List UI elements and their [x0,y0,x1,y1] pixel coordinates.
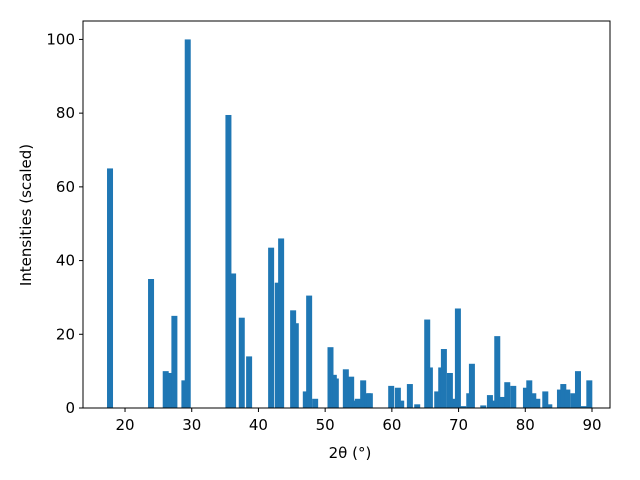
bar [486,395,493,408]
x-tick-label: 70 [449,416,468,434]
bar [406,384,413,408]
bar [306,295,313,408]
bar [162,371,169,408]
bar [107,168,114,408]
bar [556,389,563,408]
bar [366,393,373,408]
bar [238,317,245,408]
bar [498,396,505,408]
y-axis-label: Intensities (scaled) [17,144,35,286]
x-tick-label: 80 [516,416,535,434]
bar [292,323,299,408]
bar [450,398,457,408]
bar [274,282,281,408]
bar [246,356,253,408]
bar [388,385,395,408]
bar [534,398,541,408]
bar [354,398,361,408]
bar [560,384,567,408]
x-tick-label: 20 [115,416,134,434]
bar [312,398,319,408]
bar [414,404,421,408]
bar [526,380,533,408]
plot-frame [82,20,611,409]
bar [230,273,237,408]
bar [360,380,367,408]
bar [440,349,447,408]
bar [268,247,275,408]
bar [184,39,191,409]
bar [332,378,339,408]
bar [564,389,571,408]
y-tick-label: 80 [56,104,75,122]
bar [181,380,188,408]
bar [225,114,232,408]
bar [424,319,431,408]
bar [278,238,285,408]
x-tick-label: 30 [182,416,201,434]
bar [542,391,549,408]
bar [494,336,501,408]
x-tick-label: 90 [582,416,601,434]
bar [546,404,553,408]
y-tick-label: 100 [46,30,75,48]
bar [171,315,178,408]
bar [530,393,537,408]
bar [480,405,487,408]
bar [302,391,309,408]
x-axis-label: 2θ (°) [329,444,372,462]
bar [394,387,401,408]
y-tick-label: 60 [56,178,75,196]
x-tick-label: 50 [316,416,335,434]
bar [434,391,441,408]
bar [348,376,355,408]
bar [166,372,173,408]
bar [342,369,349,408]
bar [570,393,577,408]
bar [148,279,155,408]
y-tick-label: 20 [56,325,75,343]
y-tick-label: 40 [56,252,75,270]
bar [490,400,497,408]
x-tick-label: 40 [249,416,268,434]
bar [522,387,529,408]
bar [454,308,461,408]
bar [460,406,467,408]
x-tick-label: 60 [382,416,401,434]
bar [586,380,593,408]
bar [426,367,433,408]
bar [574,371,581,408]
bar [327,347,334,408]
bar [580,406,587,408]
bar [468,363,475,408]
bar [398,400,405,408]
bar [504,382,511,408]
bar [446,372,453,408]
y-tick-label: 0 [65,399,75,417]
bar [510,385,517,408]
